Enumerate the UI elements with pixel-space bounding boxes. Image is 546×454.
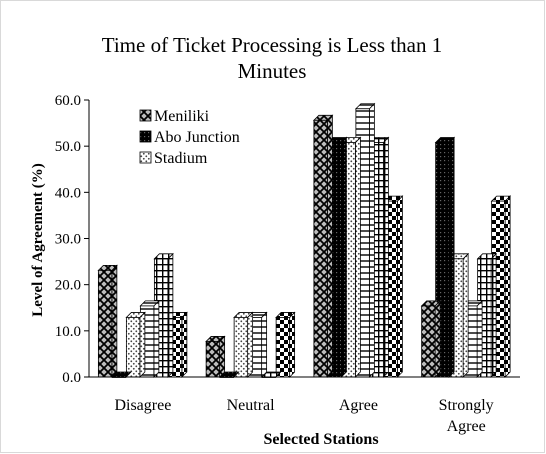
- x-axis-categories: Disagree Neutral Agree Strongly Agree: [114, 397, 493, 435]
- bar-side-face: [181, 311, 188, 378]
- bar-side-face: [167, 252, 174, 378]
- bar-side-face: [261, 311, 268, 378]
- bar-side-face: [289, 311, 296, 378]
- bar-side-face: [368, 102, 375, 378]
- x-category-label: Agree: [339, 397, 378, 414]
- legend-label: Abo Junction: [154, 129, 240, 146]
- legend-label: Meniliki: [154, 108, 210, 125]
- bar-side-face: [434, 299, 441, 378]
- bar-side-face: [340, 136, 347, 378]
- y-tick-label: 40.0: [55, 185, 81, 201]
- bar-side-face: [490, 252, 497, 378]
- bar-side-face: [111, 264, 118, 378]
- bar-front-face: [205, 341, 221, 378]
- bar-2-6: [275, 311, 296, 378]
- y-tick-label: 50.0: [55, 139, 81, 155]
- x-category-label: Agree: [447, 418, 486, 435]
- y-tick-label: 60.0: [55, 93, 81, 109]
- bar-1-3: [125, 311, 146, 378]
- bar-front-face: [313, 119, 328, 378]
- x-category-label: Neutral: [227, 397, 276, 414]
- x-category-label: Strongly: [439, 397, 494, 414]
- y-tick-label: 10.0: [55, 324, 81, 340]
- chart-title-line-2: Minutes: [238, 59, 307, 83]
- legend-swatch: [139, 109, 152, 122]
- legend-swatch: [139, 151, 152, 164]
- bar-side-face: [462, 252, 469, 378]
- x-category-label: Disagree: [114, 397, 171, 414]
- bar-side-face: [504, 195, 511, 378]
- bar-3-1: [312, 114, 334, 378]
- bar-front-face: [97, 269, 113, 378]
- legend-swatch: [139, 130, 152, 143]
- y-tick-label: 20.0: [55, 278, 81, 294]
- y-tick-label: 30.0: [55, 232, 81, 248]
- bar-side-face: [448, 136, 455, 378]
- x-axis-label: Selected Stations: [263, 431, 378, 448]
- bar-2-1: [205, 335, 226, 378]
- bar-side-face: [247, 311, 254, 378]
- bar-side-face: [139, 311, 146, 378]
- bar-side-face: [382, 136, 389, 378]
- y-axis-ticks: 0.0 10.0 20.0 30.0 40.0 50.0 60.0: [55, 93, 89, 386]
- bar-side-face: [153, 299, 160, 378]
- bar-front-face: [125, 317, 141, 378]
- y-axis-label: Level of Agreement (%): [30, 163, 46, 316]
- bar-side-face: [396, 195, 403, 378]
- bar-1-1: [97, 264, 118, 378]
- bar-side-face: [476, 299, 483, 378]
- bar-front-face: [421, 305, 436, 378]
- bar-4-1: [420, 299, 442, 378]
- bar-side-face: [219, 335, 226, 378]
- bar-front-face: [233, 317, 249, 378]
- bar-side-face: [354, 136, 361, 378]
- bar-side-face: [326, 114, 333, 378]
- chart-title-line-1: Time of Ticket Processing is Less than 1: [102, 33, 443, 57]
- legend-label: Stadium: [154, 150, 208, 167]
- bars-group: [97, 102, 512, 378]
- bar-front-face: [275, 317, 291, 378]
- legend: Meniliki Abo Junction Stadium: [139, 108, 240, 167]
- bar-2-3: [233, 311, 254, 378]
- y-tick-label: 0.0: [62, 370, 81, 386]
